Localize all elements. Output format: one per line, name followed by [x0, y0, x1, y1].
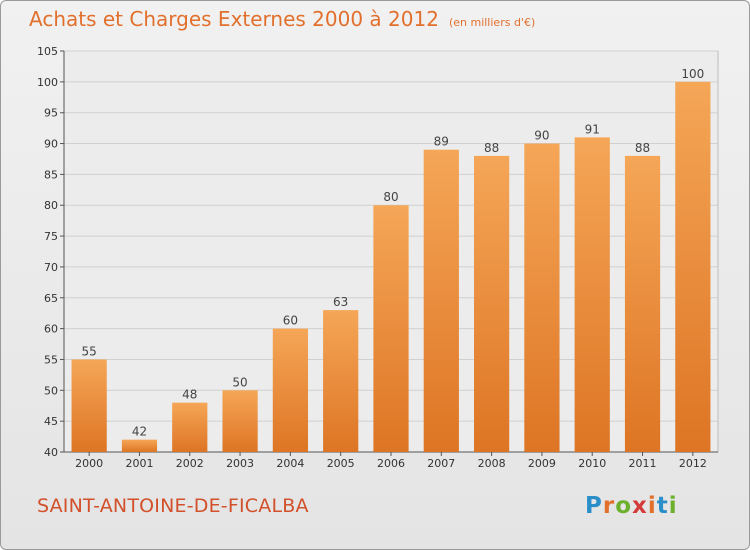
y-tick-label: 65 — [44, 292, 58, 305]
x-tick-label: 2007 — [427, 457, 455, 470]
logo-letter: i — [647, 493, 657, 519]
data-label: 88 — [635, 141, 650, 155]
logo-letter: o — [615, 493, 633, 519]
bar — [121, 439, 158, 452]
y-tick-label: 75 — [44, 230, 58, 243]
y-tick-label: 80 — [44, 199, 58, 212]
proxiti-logo: Proxiti — [585, 493, 678, 519]
data-label: 60 — [283, 314, 298, 328]
x-tick-label: 2011 — [629, 457, 657, 470]
bar — [423, 149, 459, 452]
x-tick-label: 2006 — [377, 457, 405, 470]
data-label: 80 — [383, 190, 398, 204]
logo-letter: r — [602, 493, 616, 519]
x-tick-label: 2009 — [528, 457, 556, 470]
bar — [272, 328, 308, 452]
x-tick-label: 2003 — [226, 457, 254, 470]
logo-letter: t — [656, 493, 669, 519]
y-tick-label: 100 — [37, 76, 58, 89]
x-tick-label: 2001 — [125, 457, 153, 470]
x-tick-label: 2000 — [75, 457, 103, 470]
data-label: 55 — [82, 344, 97, 358]
data-label: 42 — [132, 425, 147, 439]
data-label: 91 — [585, 122, 600, 136]
bar — [524, 143, 560, 453]
x-tick-label: 2010 — [578, 457, 606, 470]
logo-letter: i — [668, 493, 678, 519]
data-label: 63 — [333, 295, 348, 309]
x-tick-label: 2002 — [176, 457, 204, 470]
logo-letter: P — [585, 493, 603, 519]
bar — [474, 155, 510, 452]
y-tick-label: 95 — [44, 107, 58, 120]
y-tick-label: 55 — [44, 353, 58, 366]
chart-title-main: Achats et Charges Externes 2000 à 2012 — [29, 7, 439, 31]
y-tick-label: 105 — [37, 45, 58, 58]
data-label: 90 — [534, 129, 549, 143]
bar — [574, 137, 610, 452]
x-tick-label: 2005 — [327, 457, 355, 470]
data-label: 100 — [681, 67, 704, 81]
bar — [675, 81, 711, 452]
data-label: 48 — [182, 388, 197, 402]
logo-letter: x — [632, 493, 648, 519]
y-tick-label: 45 — [44, 415, 58, 428]
bar — [172, 402, 208, 452]
data-label: 50 — [232, 375, 247, 389]
bar — [222, 390, 258, 452]
bar — [71, 359, 107, 452]
y-tick-label: 40 — [44, 446, 58, 459]
bar — [624, 155, 661, 452]
data-label: 88 — [484, 141, 499, 155]
bar — [323, 310, 359, 452]
chart-title: Achats et Charges Externes 2000 à 2012 (e… — [29, 7, 535, 31]
x-tick-label: 2004 — [276, 457, 304, 470]
y-tick-label: 50 — [44, 384, 58, 397]
y-tick-label: 85 — [44, 168, 58, 181]
x-tick-label: 2012 — [679, 457, 707, 470]
bar — [373, 205, 409, 452]
y-tick-label: 60 — [44, 323, 58, 336]
chart-title-unit: (en milliers d'€) — [448, 16, 536, 29]
y-tick-label: 90 — [44, 138, 58, 151]
data-label: 89 — [434, 135, 449, 149]
y-tick-label: 70 — [44, 261, 58, 274]
commune-name: SAINT-ANTOINE-DE-FICALBA — [37, 495, 309, 517]
x-tick-label: 2008 — [478, 457, 506, 470]
